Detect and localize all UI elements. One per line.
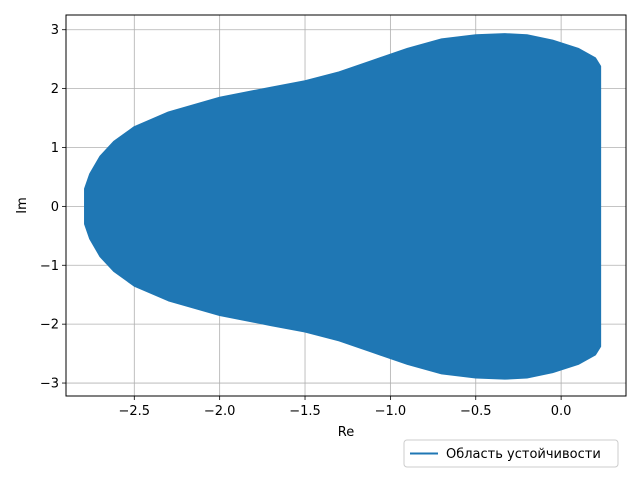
x-tick-label: −2.5 [119,404,151,419]
x-tick-label: 0.0 [551,404,572,419]
plot-frame [65,14,627,397]
y-tick-label: 3 [51,23,59,38]
y-tick-label: −2 [40,318,59,333]
legend-entry: Область устойчивости [446,447,601,462]
legend: Область устойчивости [403,439,619,468]
y-tick-label: −3 [40,377,59,392]
x-axis-label: Re [338,425,354,440]
x-tick-label: −1.5 [289,404,321,419]
x-tick-label: −2.0 [204,404,236,419]
stability-region [84,33,602,380]
x-tick-label: −0.5 [460,404,492,419]
axis-ticks: −2.5 −2.0 −1.5 −1.0 −0.5 0.0 −3 −2 −1 0 1 2 3 [40,23,572,419]
legend-box [403,439,619,468]
y-tick-label: 1 [51,141,59,156]
x-tick-label: −1.0 [375,404,407,419]
y-axis-label: Im [15,197,30,214]
y-tick-label: 0 [51,200,59,215]
y-tick-label: 2 [51,82,59,97]
data-area [84,33,602,380]
y-tick-label: −1 [40,259,59,274]
